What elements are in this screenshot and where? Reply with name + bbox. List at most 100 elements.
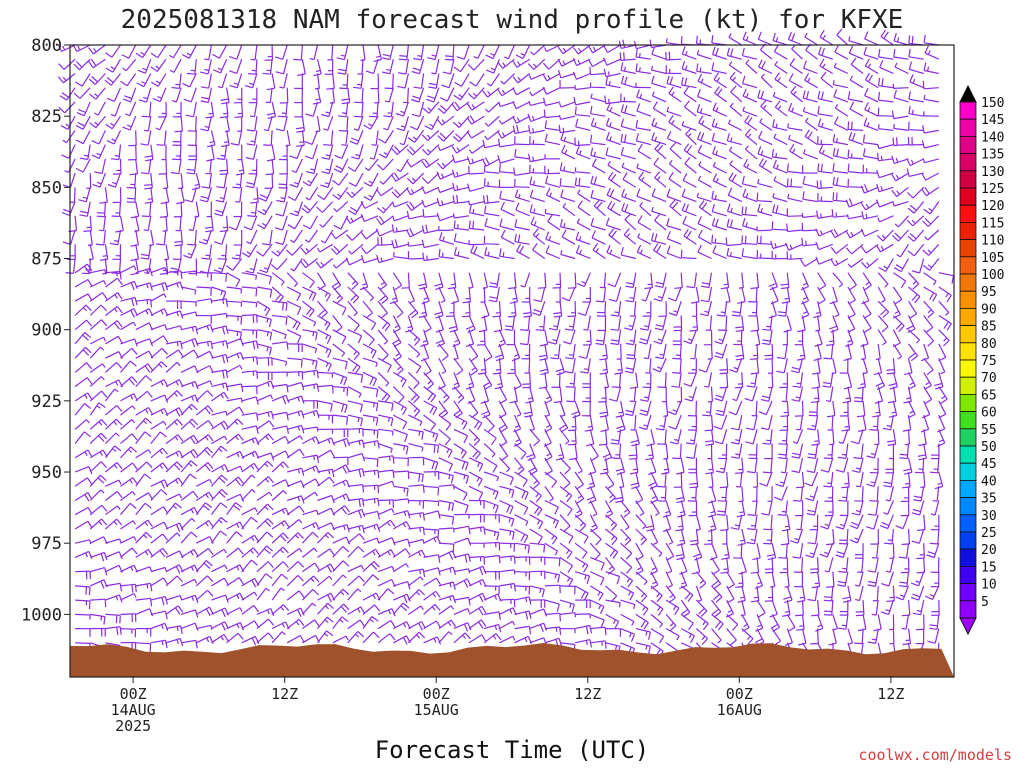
wind-barb [291,158,303,174]
wind-barb [186,59,197,75]
wind-barb [88,73,106,85]
wind-barb [317,575,333,587]
wind-barb [347,564,364,573]
wind-barb [286,618,305,630]
wind-barb [74,477,93,487]
wind-barb [332,505,350,516]
y-tick-label: 800 [31,36,62,56]
wind-barb [135,531,153,544]
wind-barb [196,478,213,487]
wind-barb [160,187,170,205]
wind-barb [347,300,358,317]
wind-barb [165,625,183,634]
wind-barb [211,577,229,587]
wind-barb [347,498,365,507]
wind-barb [362,300,373,319]
wind-barb [196,272,212,281]
wind-barb [377,565,395,573]
wind-barb [395,101,409,117]
wind-barb [393,400,408,416]
colorbar-label: 65 [981,388,997,403]
wind-barb [172,144,182,161]
wind-barb [302,491,318,501]
wind-barb [150,489,168,501]
wind-barb [392,215,409,222]
wind-barb [241,516,258,530]
colorbar-segment [959,566,977,585]
wind-barb [120,321,137,331]
wind-barb [120,360,137,373]
wind-barb [257,201,273,216]
colorbar-segment [959,170,977,189]
wind-barb [226,433,244,445]
wind-barb [120,265,137,274]
wind-barb [135,642,152,652]
wind-barb [317,494,335,504]
wind-barb [105,613,121,624]
wind-barb [187,130,197,146]
wind-barb [111,258,122,275]
wind-barb [302,454,320,464]
wind-barb [378,499,394,508]
wind-barb [135,44,152,59]
colorbar-label: 85 [981,320,997,335]
wind-barb [120,280,138,291]
wind-barb [241,243,258,258]
wind-barbs-layer [57,28,955,661]
wind-barb [259,258,273,274]
wind-barb [226,547,244,558]
wind-barb [256,314,272,328]
wind-barb [120,338,138,347]
colorbar-label: 40 [981,474,997,489]
wind-barb [140,158,152,175]
wind-barb [185,101,197,118]
wind-barb [196,380,213,388]
wind-barb [256,433,274,445]
wind-barb [150,533,169,544]
wind-barb [104,388,119,402]
wind-barb [112,187,122,204]
wind-barb [393,252,409,260]
wind-barb [152,87,167,103]
wind-barb [377,286,389,305]
colorbar-segment [959,359,977,378]
wind-barb [205,101,215,119]
wind-barb [349,130,364,145]
wind-barb [302,300,315,318]
wind-barb [220,87,230,105]
wind-barb [201,244,212,260]
wind-barb [214,201,228,217]
wind-barb [256,476,274,487]
wind-barb [104,361,123,373]
wind-barb [125,101,137,117]
wind-barb [408,443,424,452]
wind-barb [122,87,137,103]
colorbar-label: 15 [981,560,997,575]
wind-barb [200,73,212,89]
wind-barb [241,370,259,379]
colorbar-segment [959,428,977,447]
wind-barb [105,270,122,280]
wind-barb [120,592,137,601]
colorbar-label: 110 [981,234,1004,249]
wind-barb [89,115,106,129]
wind-barb [195,520,214,530]
wind-barb [393,414,408,430]
wind-barb [150,73,167,87]
wind-barb [341,130,349,146]
wind-barb [135,417,152,430]
wind-barb [196,340,214,350]
wind-barb [180,394,199,403]
wind-barb [226,632,244,644]
wind-barb [297,59,306,77]
wind-barb [211,298,229,307]
wind-barb [256,632,274,644]
wind-barb [397,73,409,89]
wind-barb [180,349,199,359]
wind-barb [378,400,394,412]
wind-barb [287,371,304,380]
wind-barb [188,215,197,232]
wind-barb [241,300,258,308]
wind-barb [271,604,290,615]
wind-barb [393,485,409,497]
